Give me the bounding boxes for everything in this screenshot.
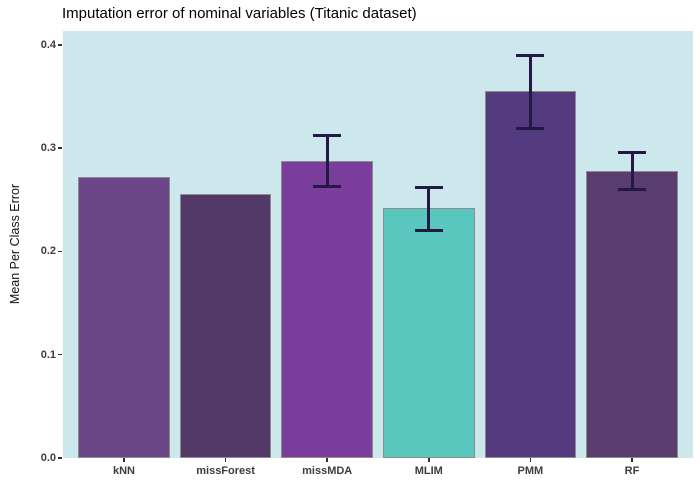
x-tick-mark-mlim (428, 458, 430, 462)
bar-mlim (383, 208, 475, 458)
y-tick-mark-0-4 (58, 44, 62, 46)
x-tick-mark-knn (123, 458, 125, 462)
errorbar-cap-top-pmm (516, 54, 545, 58)
x-tick-label-missmda: missMDA (302, 465, 353, 477)
errorbar-cap-bottom-missmda (313, 185, 342, 189)
errorbar-stem-pmm (528, 54, 532, 130)
bar-missforest (179, 193, 272, 458)
errorbar-mlim (414, 186, 443, 232)
errorbar-stem-mlim (427, 186, 431, 232)
errorbar-stem-rf (630, 151, 634, 192)
y-tick-label-0-2: 0.2 (40, 245, 56, 258)
errorbar-cap-top-missmda (313, 133, 342, 137)
errorbar-cap-bottom-pmm (516, 126, 545, 130)
x-tick-mark-rf (631, 458, 633, 462)
y-tick-mark-0-3 (58, 147, 62, 149)
chart-title: Imputation error of nominal variables (T… (62, 5, 417, 22)
y-tick-mark-0-0 (58, 457, 62, 459)
y-tick-label-0-4: 0.4 (40, 38, 56, 51)
bar-knn (78, 177, 170, 458)
bar-rf (586, 170, 678, 458)
bar-missmda (281, 160, 373, 458)
x-tick-label-knn: kNN (112, 465, 135, 477)
errorbar-cap-top-mlim (414, 186, 443, 190)
y-tick-label-0-1: 0.1 (40, 348, 56, 361)
errorbar-cap-bottom-mlim (414, 228, 443, 232)
y-tick-mark-0-2 (58, 250, 62, 253)
x-tick-mark-pmm (529, 458, 532, 462)
errorbar-cap-top-rf (618, 151, 646, 155)
x-tick-label-rf: RF (624, 465, 640, 477)
errorbar-cap-bottom-rf (618, 188, 646, 192)
x-tick-mark-missmda (326, 458, 328, 462)
y-tick-label-0-0: 0.0 (40, 452, 56, 464)
errorbar-stem-missmda (325, 133, 329, 189)
x-tick-label-mlim: MLIM (414, 465, 443, 477)
bar-pmm (484, 91, 577, 458)
x-tick-label-pmm: PMM (517, 465, 544, 477)
errorbar-missmda (313, 133, 342, 189)
x-tick-mark-missforest (224, 458, 227, 462)
x-tick-label-missforest: missForest (196, 465, 255, 477)
errorbar-rf (618, 151, 646, 192)
errorbar-pmm (516, 54, 545, 130)
y-tick-label-0-3: 0.3 (40, 142, 56, 155)
plot-panel (63, 31, 693, 458)
y-tick-mark-0-1 (58, 353, 62, 356)
